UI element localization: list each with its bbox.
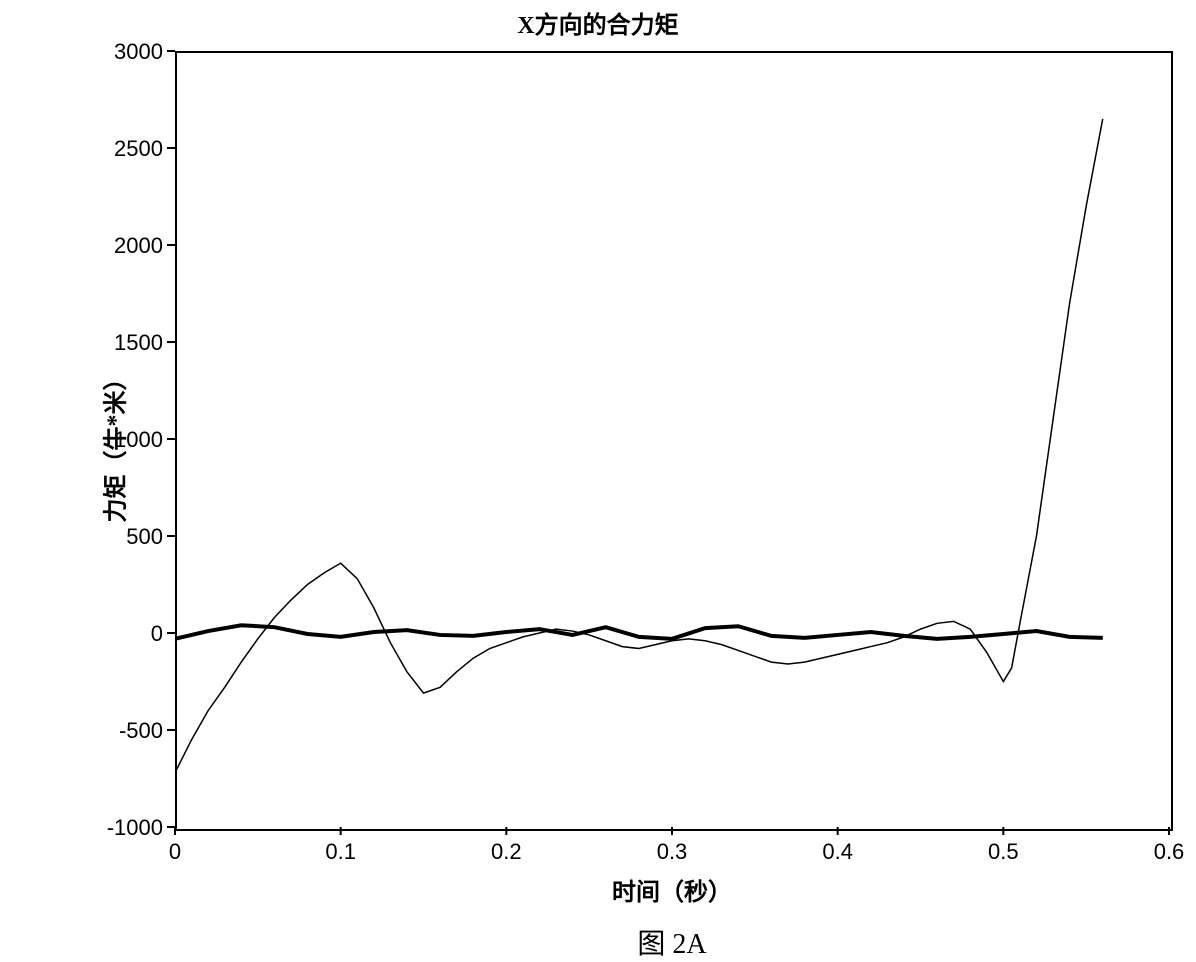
y-tick-label: 3000: [114, 39, 163, 65]
y-tick-label: -1000: [107, 815, 163, 841]
x-tick-label: 0.2: [481, 839, 531, 865]
y-tick-label: 2500: [114, 136, 163, 162]
y-tick-label: 2000: [114, 233, 163, 259]
figure-caption: 图 2A: [612, 922, 732, 962]
x-tick-label: 0.6: [1144, 839, 1194, 865]
y-tick-label: 1500: [114, 330, 163, 356]
y-tick-label: 1000: [114, 427, 163, 453]
chart-container: X方向的合力矩 力矩（牛*米） 时间（秒） 图 2A 00.10.20.30.4…: [0, 0, 1196, 961]
y-tick-label: 0: [151, 621, 163, 647]
chart-svg: [0, 0, 1196, 961]
y-tick-label: 500: [126, 524, 163, 550]
x-tick-label: 0.1: [316, 839, 366, 865]
chart-line-thin-line: [175, 119, 1103, 773]
x-tick-label: 0.3: [647, 839, 697, 865]
x-axis-label: 时间（秒）: [592, 872, 752, 907]
x-tick-label: 0.4: [813, 839, 863, 865]
x-tick-label: 0.5: [978, 839, 1028, 865]
chart-line-thick-line: [175, 625, 1103, 639]
x-tick-label: 0: [150, 839, 200, 865]
y-tick-label: -500: [119, 718, 163, 744]
